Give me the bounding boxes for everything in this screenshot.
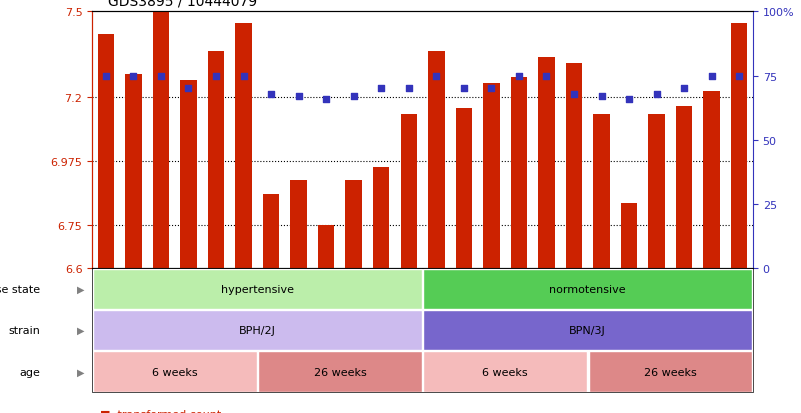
Bar <box>207 52 224 268</box>
Point <box>292 94 305 100</box>
Point <box>568 91 581 97</box>
Point <box>678 86 690 93</box>
Bar <box>345 180 362 268</box>
Text: normotensive: normotensive <box>549 284 626 294</box>
Point <box>264 91 277 97</box>
Point <box>513 73 525 80</box>
Text: BPH/2J: BPH/2J <box>239 325 276 335</box>
Text: strain: strain <box>8 325 40 335</box>
Bar <box>703 92 720 268</box>
Point <box>348 94 360 100</box>
Bar <box>621 203 638 268</box>
Text: ▶: ▶ <box>77 367 84 377</box>
Text: ■  transformed count: ■ transformed count <box>100 409 221 413</box>
Text: disease state: disease state <box>0 284 40 294</box>
Bar <box>291 180 307 268</box>
Bar <box>235 24 252 268</box>
Point <box>622 96 635 103</box>
Text: 6 weeks: 6 weeks <box>482 367 528 377</box>
Point <box>733 73 746 80</box>
Point <box>210 73 223 80</box>
Bar <box>648 115 665 268</box>
Text: GDS3895 / 10444079: GDS3895 / 10444079 <box>108 0 257 8</box>
Point <box>182 86 195 93</box>
Point <box>127 73 140 80</box>
Bar <box>428 52 445 268</box>
Bar <box>676 106 692 268</box>
Bar <box>731 24 747 268</box>
Point <box>155 73 167 80</box>
Point <box>540 73 553 80</box>
Point <box>595 94 608 100</box>
Point <box>485 86 497 93</box>
Text: age: age <box>19 367 40 377</box>
Point <box>375 86 388 93</box>
Text: 6 weeks: 6 weeks <box>152 367 198 377</box>
Text: 26 weeks: 26 weeks <box>644 367 697 377</box>
Point <box>430 73 443 80</box>
Point <box>650 91 663 97</box>
Point <box>402 86 415 93</box>
Bar <box>98 35 115 268</box>
Bar <box>483 83 500 268</box>
Bar <box>511 78 527 268</box>
Bar <box>125 75 142 268</box>
Text: ▶: ▶ <box>77 325 84 335</box>
Text: 26 weeks: 26 weeks <box>313 367 366 377</box>
Point <box>99 73 112 80</box>
Point <box>320 96 332 103</box>
Bar <box>538 58 554 268</box>
Text: BPN/3J: BPN/3J <box>570 325 606 335</box>
Point <box>705 73 718 80</box>
Bar <box>400 115 417 268</box>
Text: hypertensive: hypertensive <box>221 284 294 294</box>
Bar <box>180 81 197 268</box>
Bar <box>263 195 280 268</box>
Bar <box>456 109 472 268</box>
Bar <box>566 64 582 268</box>
Bar <box>373 167 389 268</box>
Bar <box>318 226 335 268</box>
Bar <box>153 12 169 268</box>
Text: ▶: ▶ <box>77 284 84 294</box>
Point <box>457 86 470 93</box>
Bar <box>594 115 610 268</box>
Point <box>237 73 250 80</box>
